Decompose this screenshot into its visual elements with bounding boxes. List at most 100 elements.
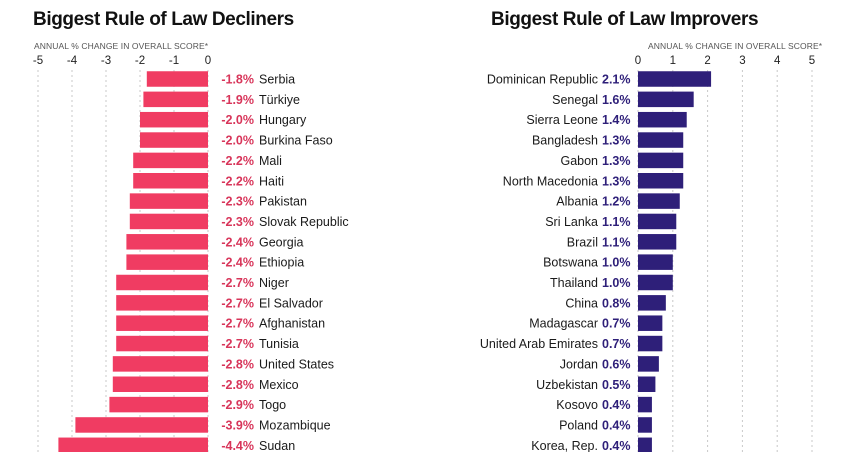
decliner-value-label: -2.8% [221, 378, 254, 392]
decliner-value-label: -2.2% [221, 174, 254, 188]
decliner-category-label: Haiti [259, 174, 284, 188]
decliner-category-label: Serbia [259, 73, 295, 87]
decliner-bar [126, 254, 208, 270]
decliners-title: Biggest Rule of Law Decliners [33, 9, 294, 30]
improver-category-label: Sri Lanka [545, 215, 598, 229]
decliner-value-label: -2.7% [221, 276, 254, 290]
improver-tick-label: 2 [704, 55, 710, 67]
decliner-value-label: -2.9% [221, 398, 254, 412]
decliner-bar [58, 437, 209, 452]
decliner-tick-label: -3 [101, 55, 111, 67]
improver-bar [638, 193, 680, 209]
improver-category-label: Brazil [567, 235, 598, 249]
decliner-value-label: -2.2% [221, 154, 254, 168]
improver-category-label: Poland [559, 418, 598, 432]
improver-value-label: 1.6% [602, 93, 631, 107]
improver-value-label: 1.1% [602, 215, 631, 229]
improver-category-label: Kosovo [556, 398, 598, 412]
improver-bar [638, 173, 684, 189]
decliner-category-label: El Salvador [259, 296, 323, 310]
decliner-bar [109, 396, 208, 413]
improver-category-label: Dominican Republic [487, 73, 598, 87]
improver-category-label: Thailand [550, 276, 598, 290]
improver-category-label: Sierra Leone [526, 113, 598, 127]
improver-value-label: 1.2% [602, 195, 631, 209]
improver-category-label: Gabon [560, 154, 598, 168]
decliner-category-label: United States [259, 357, 334, 371]
improver-category-label: Albania [556, 195, 598, 209]
improver-value-label: 0.4% [602, 398, 631, 412]
improver-category-label: Jordan [560, 357, 598, 371]
improver-tick-label: 5 [809, 55, 815, 67]
decliner-bar [146, 71, 208, 87]
improver-category-label: Korea, Rep. [531, 439, 598, 452]
improver-bar [638, 274, 673, 291]
improver-bar [638, 315, 663, 331]
improver-bar [638, 234, 677, 250]
decliner-bar [112, 376, 208, 392]
decliner-tick-label: 0 [205, 55, 211, 67]
decliner-category-label: Mali [259, 154, 282, 168]
decliner-bar [75, 417, 209, 433]
decliner-value-label: -2.8% [221, 357, 254, 371]
improver-category-label: Botswana [543, 256, 598, 270]
decliner-tick-label: -4 [67, 55, 78, 67]
improver-bar [638, 213, 677, 230]
improver-tick-label: 0 [635, 55, 641, 67]
improver-category-label: United Arab Emirates [480, 337, 598, 351]
decliner-category-label: Hungary [259, 113, 307, 127]
decliner-category-label: Niger [259, 276, 289, 290]
improver-category-label: Senegal [552, 93, 598, 107]
decliner-bar [116, 315, 208, 331]
decliner-bar [116, 295, 208, 311]
improver-tick-label: 4 [774, 55, 781, 67]
decliner-value-label: -2.7% [221, 296, 254, 310]
decliner-value-label: -2.7% [221, 317, 254, 331]
improver-value-label: 0.5% [602, 378, 631, 392]
decliners-chart: -5 -4 -3 -2 -1 0 -1.8% Serbia -1.9% Türkiye -2.0% H… [33, 55, 349, 452]
decliner-bar [143, 91, 208, 108]
decliner-bar [116, 274, 208, 291]
improver-bar [638, 91, 694, 108]
improver-value-label: 0.4% [602, 439, 631, 452]
decliner-value-label: -1.9% [221, 93, 254, 107]
improver-category-label: China [565, 296, 598, 310]
improver-bar [638, 254, 673, 270]
decliner-bar [116, 335, 208, 352]
decliner-tick-label: -5 [33, 55, 43, 67]
decliner-category-label: Mozambique [259, 418, 331, 432]
improver-bar [638, 71, 712, 87]
decliner-category-label: Slovak Republic [259, 215, 349, 229]
decliner-category-label: Sudan [259, 439, 295, 452]
decliner-value-label: -2.7% [221, 337, 254, 351]
improver-category-label: North Macedonia [503, 174, 598, 188]
improver-value-label: 1.3% [602, 154, 631, 168]
decliner-bar [133, 173, 208, 189]
decliner-value-label: -1.8% [221, 73, 254, 87]
decliner-category-label: Pakistan [259, 195, 307, 209]
decliner-value-label: -2.4% [221, 235, 254, 249]
decliner-category-label: Afghanistan [259, 317, 325, 331]
decliner-value-label: -3.9% [221, 418, 254, 432]
improver-value-label: 0.7% [602, 337, 631, 351]
decliner-value-label: -2.3% [221, 215, 254, 229]
improver-category-label: Madagascar [529, 317, 598, 331]
improver-bar [638, 295, 666, 311]
improvers-panel: Biggest Rule of Law Improvers ANNUAL % C… [430, 0, 857, 452]
improver-value-label: 1.4% [602, 113, 631, 127]
improver-bar [638, 437, 652, 452]
decliner-bar [129, 213, 208, 230]
improvers-title: Biggest Rule of Law Improvers [491, 9, 759, 30]
decliner-category-label: Burkina Faso [259, 134, 333, 148]
decliner-category-label: Türkiye [259, 93, 300, 107]
improver-value-label: 1.0% [602, 276, 631, 290]
decliner-category-label: Mexico [259, 378, 299, 392]
decliner-bar [140, 132, 208, 148]
decliner-bar [112, 356, 208, 372]
decliner-bar [140, 111, 208, 128]
improver-value-label: 1.1% [602, 235, 631, 249]
decliners-panel: Biggest Rule of Law Decliners ANNUAL % C… [33, 9, 349, 452]
decliner-category-label: Tunisia [259, 337, 299, 351]
improver-bar [638, 152, 684, 169]
decliner-category-label: Ethiopia [259, 256, 304, 270]
